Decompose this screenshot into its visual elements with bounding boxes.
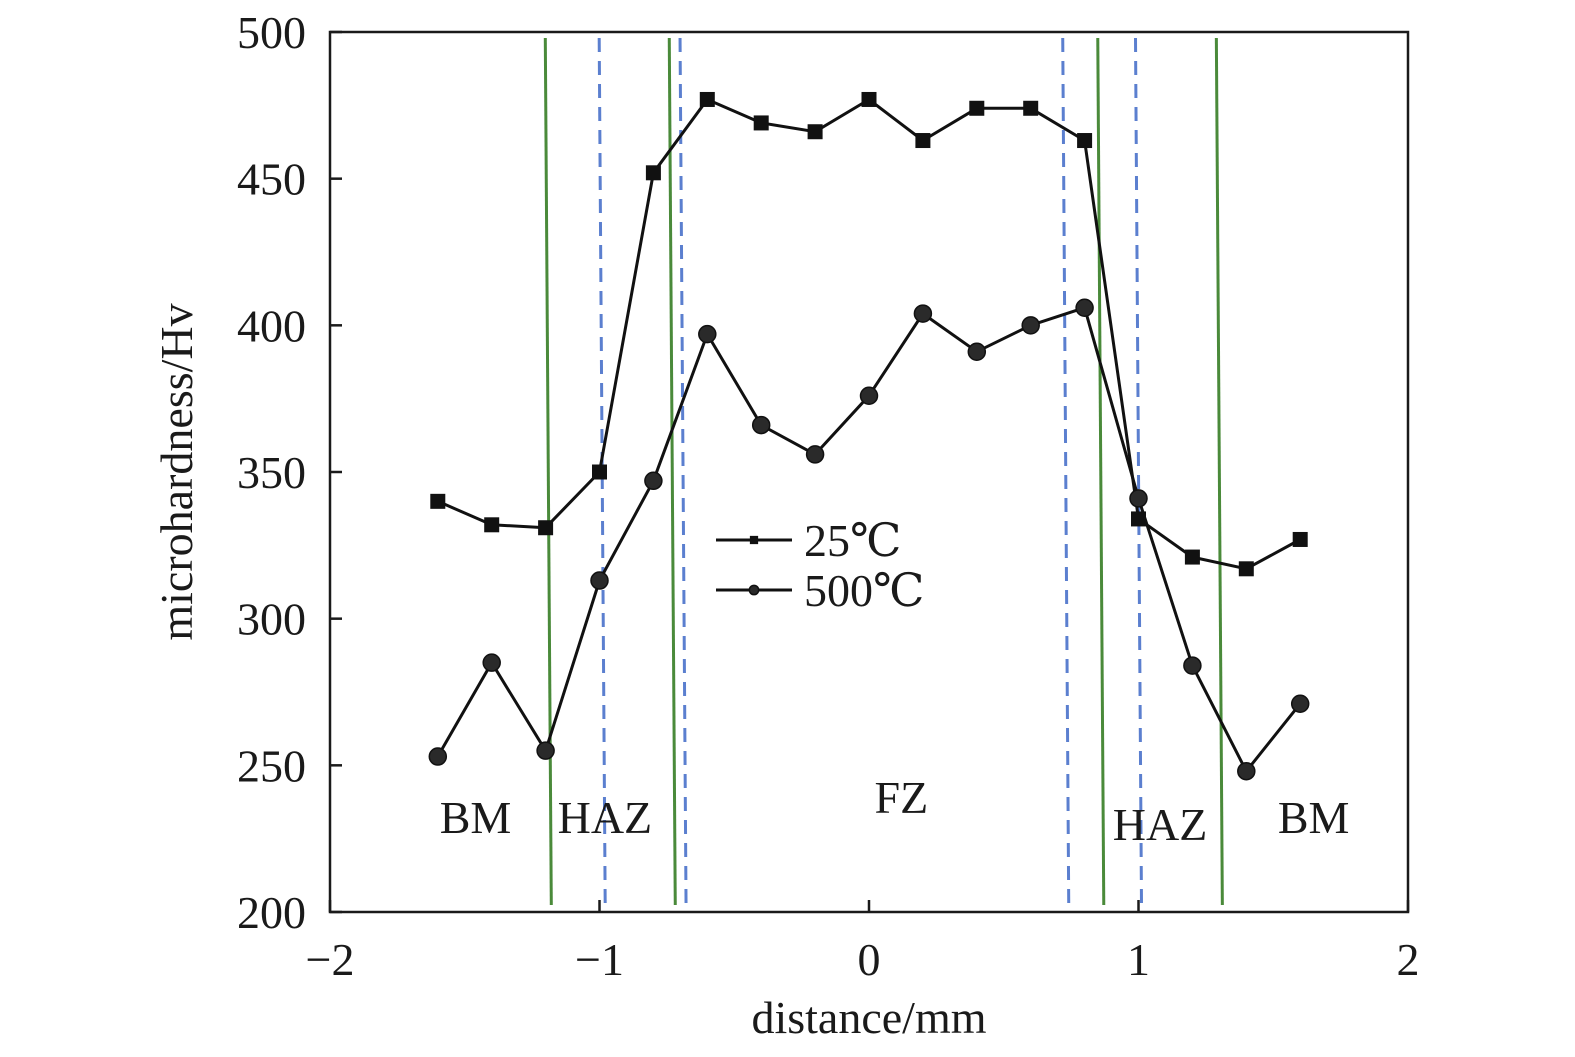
zone-boundary-lines bbox=[543, 37, 1224, 906]
y-axis-label: microhardness/Hv bbox=[151, 303, 202, 640]
legend-label-0: 25℃ bbox=[804, 515, 901, 566]
x-tick-label-3: 1 bbox=[1127, 934, 1150, 985]
data-point-s1-16 bbox=[1290, 694, 1310, 713]
data-point-s1-5 bbox=[698, 324, 717, 344]
series-1 bbox=[428, 298, 1310, 781]
region-label-haz-1: HAZ bbox=[558, 792, 653, 843]
boundary-line-solid-1 bbox=[667, 37, 677, 906]
data-point-s0-7 bbox=[807, 124, 823, 140]
data-point-s1-15 bbox=[1237, 761, 1256, 781]
boundary-line-dashed-3 bbox=[1134, 37, 1143, 906]
y-tick-label-1: 250 bbox=[237, 740, 306, 791]
boundary-line-solid-3 bbox=[1214, 37, 1224, 906]
data-point-s0-9 bbox=[915, 133, 931, 149]
y-tick-label-0: 200 bbox=[237, 887, 306, 938]
data-point-s0-12 bbox=[1077, 133, 1093, 149]
data-point-s0-11 bbox=[1023, 100, 1039, 116]
y-tick-label-2: 300 bbox=[237, 594, 306, 645]
boundary-line-dashed-0 bbox=[597, 37, 607, 906]
region-labels: BM HAZ FZ HAZ BM bbox=[440, 772, 1350, 850]
legend-label-1: 500℃ bbox=[804, 565, 924, 616]
region-label-bm-4: BM bbox=[1278, 792, 1350, 843]
data-point-s0-0 bbox=[430, 493, 446, 509]
data-point-s1-11 bbox=[1021, 316, 1040, 335]
x-tick-label-1: −1 bbox=[575, 934, 624, 985]
series-0 bbox=[430, 91, 1308, 577]
data-point-s1-0 bbox=[428, 747, 448, 766]
axis-ticks: −2 −1 0 1 2 200 250 300 350 400 450 500 bbox=[237, 7, 1420, 985]
data-point-s0-14 bbox=[1184, 549, 1200, 565]
data-point-s0-5 bbox=[699, 91, 715, 107]
region-label-haz-3: HAZ bbox=[1113, 799, 1208, 850]
data-point-s0-1 bbox=[484, 517, 500, 533]
legend-marker-0 bbox=[749, 535, 759, 545]
boundary-line-dashed-1 bbox=[678, 37, 688, 906]
data-point-s1-14 bbox=[1183, 656, 1202, 675]
data-point-s1-4 bbox=[644, 471, 663, 491]
y-tick-label-6: 500 bbox=[237, 7, 306, 58]
data-series bbox=[428, 91, 1310, 781]
boundary-line-solid-0 bbox=[543, 37, 553, 906]
x-axis-label: distance/mm bbox=[751, 992, 986, 1043]
data-point-s1-3 bbox=[590, 571, 609, 590]
data-point-s0-8 bbox=[861, 91, 877, 107]
data-point-s0-13 bbox=[1131, 511, 1146, 527]
series-line-0 bbox=[437, 98, 1301, 571]
data-point-s1-10 bbox=[967, 342, 987, 361]
x-tick-label-4: 2 bbox=[1397, 934, 1420, 985]
y-tick-label-4: 400 bbox=[237, 300, 306, 351]
data-point-s0-16 bbox=[1292, 531, 1308, 547]
data-point-s1-6 bbox=[751, 415, 771, 435]
data-point-s0-15 bbox=[1238, 561, 1254, 577]
data-point-s1-7 bbox=[805, 445, 825, 464]
region-label-fz-2: FZ bbox=[874, 772, 928, 823]
data-point-s0-3 bbox=[592, 464, 607, 480]
data-point-s1-9 bbox=[913, 304, 933, 323]
data-point-s0-2 bbox=[538, 520, 554, 536]
data-point-s0-4 bbox=[645, 165, 661, 181]
region-label-bm-0: BM bbox=[440, 792, 512, 843]
y-tick-label-3: 350 bbox=[237, 447, 306, 498]
data-point-s0-10 bbox=[969, 100, 985, 116]
data-point-s1-8 bbox=[859, 386, 879, 405]
data-point-s1-13 bbox=[1129, 489, 1148, 508]
x-tick-label-2: 0 bbox=[858, 934, 881, 985]
x-tick-label-0: −2 bbox=[306, 934, 355, 985]
legend-marker-1 bbox=[748, 584, 760, 596]
boundary-line-solid-2 bbox=[1096, 37, 1106, 906]
data-point-s1-12 bbox=[1075, 298, 1094, 317]
data-point-s1-1 bbox=[482, 653, 501, 672]
y-tick-label-5: 450 bbox=[237, 154, 306, 205]
data-point-s0-6 bbox=[753, 115, 769, 131]
boundary-line-dashed-2 bbox=[1061, 37, 1071, 906]
data-point-s1-2 bbox=[536, 741, 555, 760]
